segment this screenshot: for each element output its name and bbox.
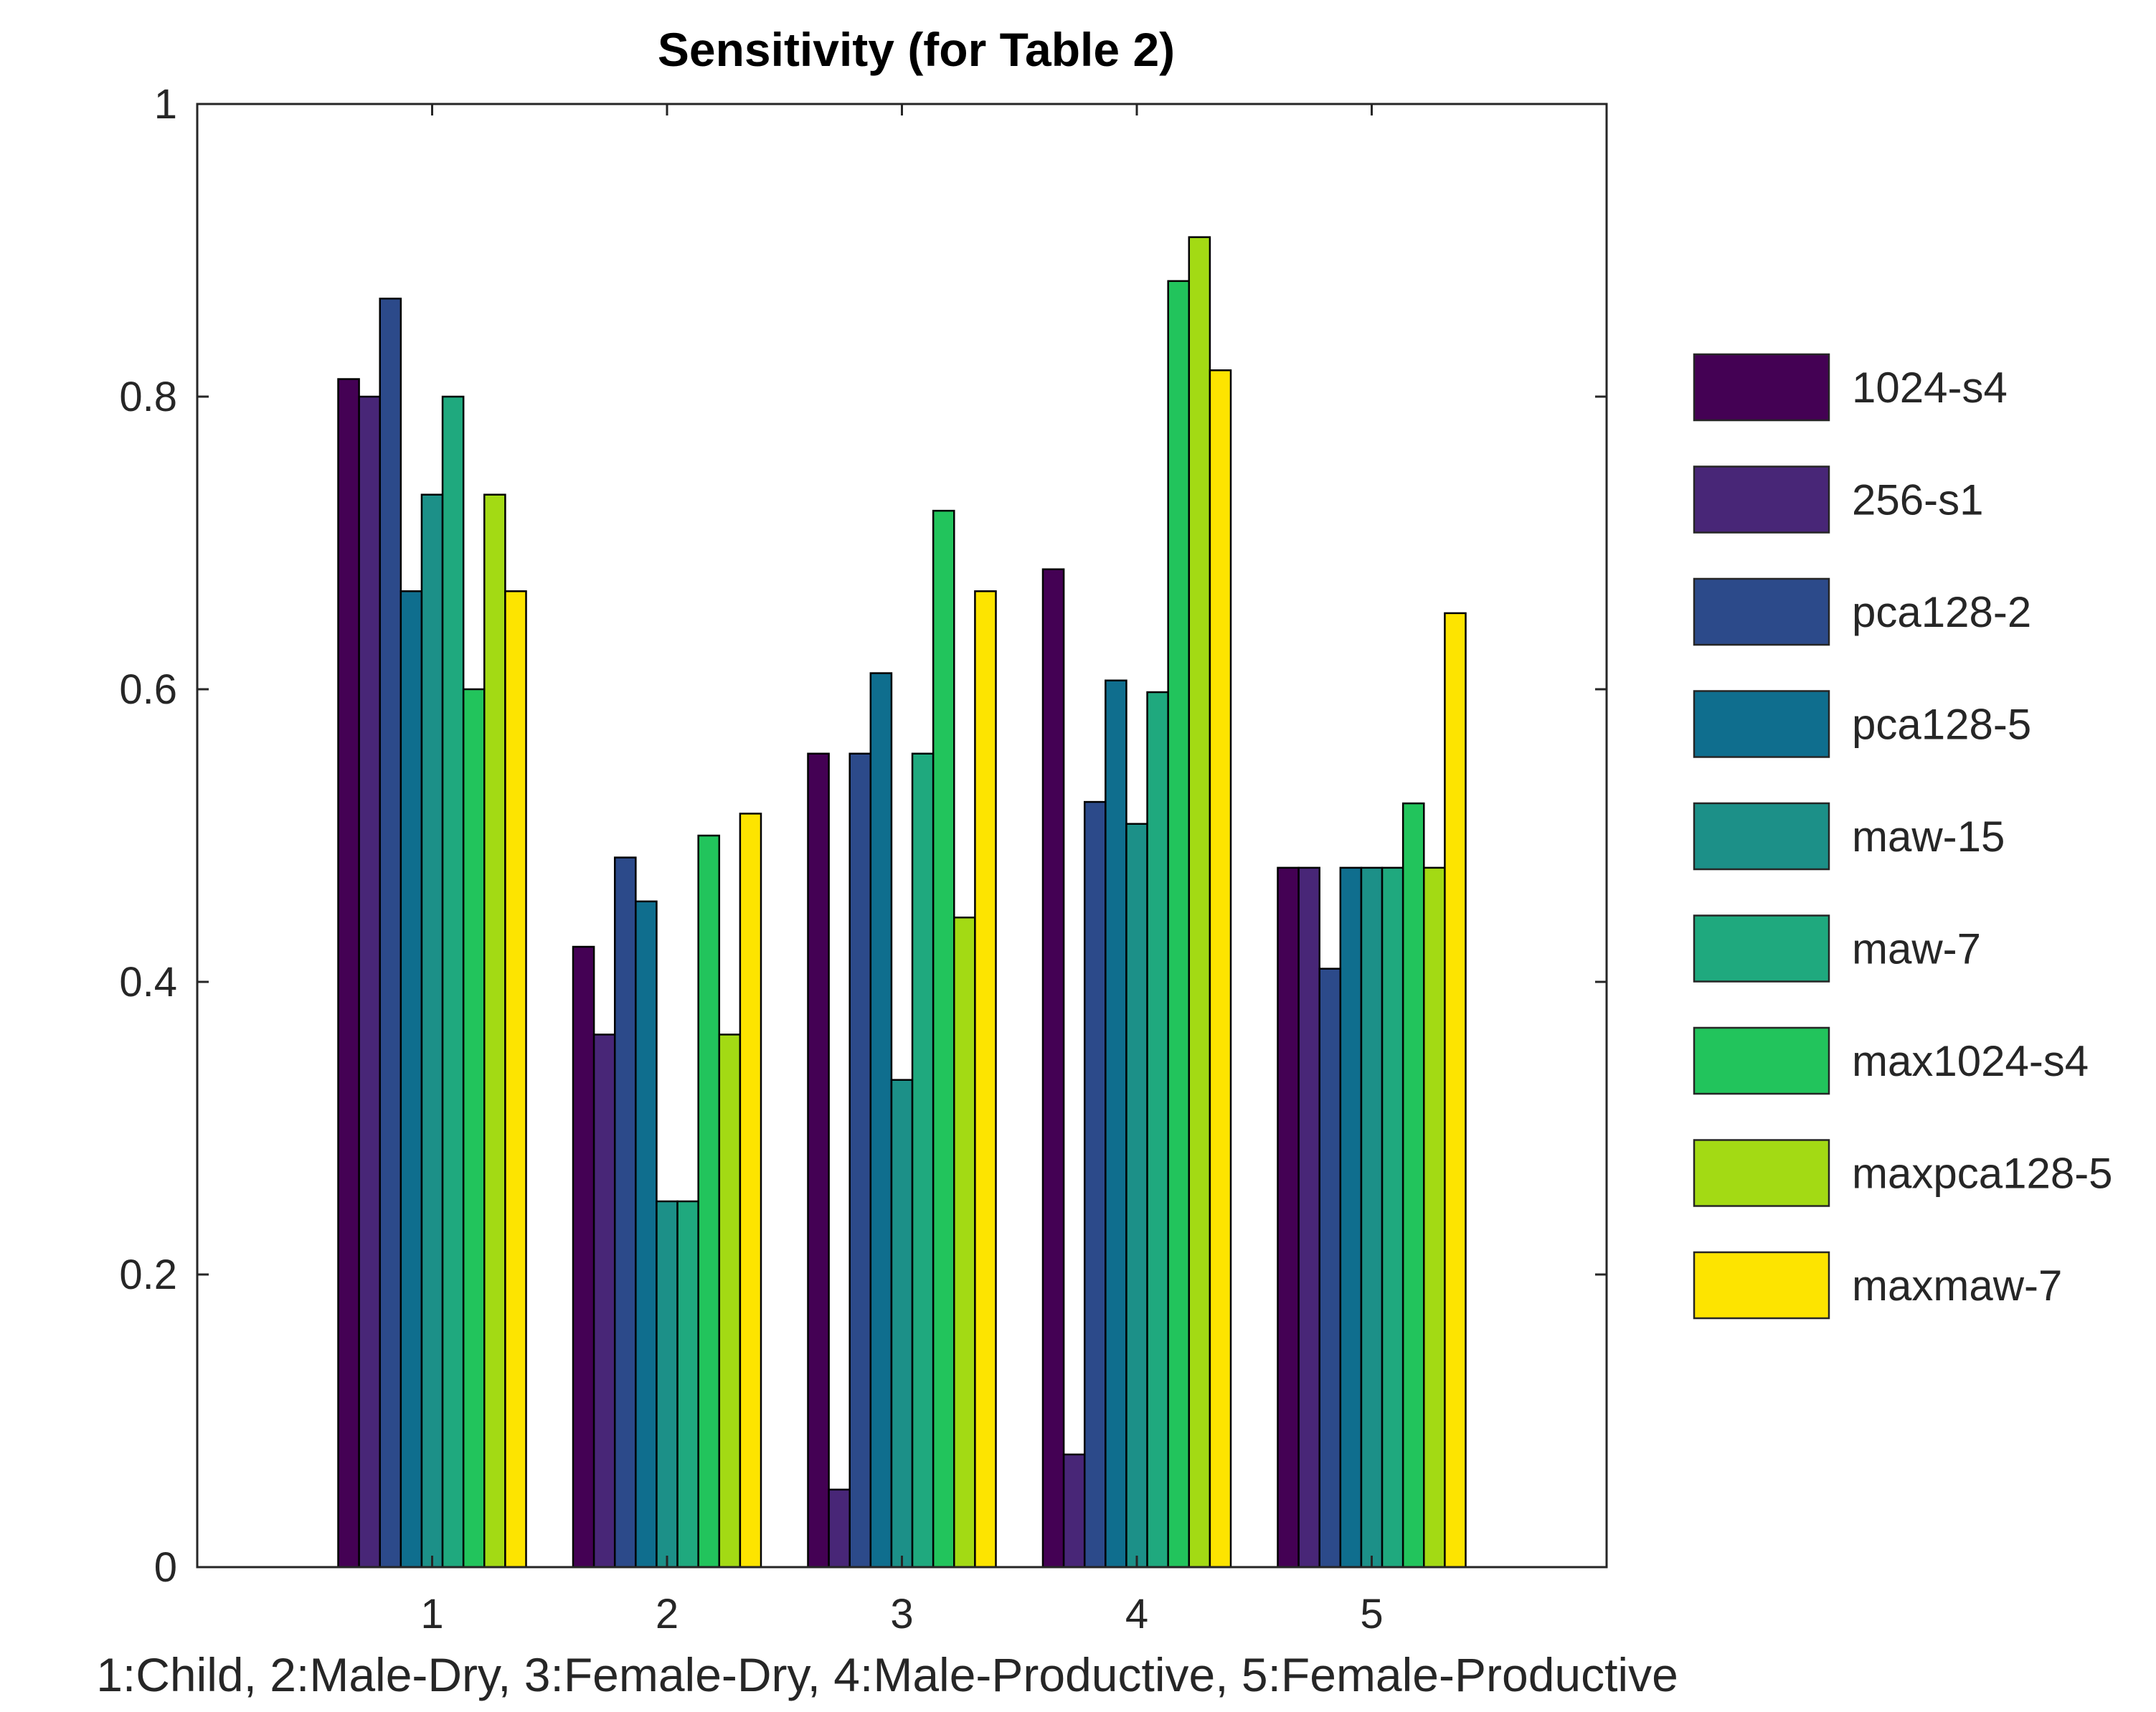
legend-swatch-maxpca128-5: [1693, 1139, 1830, 1207]
bar-pca128-2-cat-3: [848, 752, 872, 1569]
legend-swatch-1024-s4: [1693, 353, 1830, 422]
bar-maxmaw-7-cat-1: [504, 590, 527, 1569]
legend-swatch-maw-15: [1693, 802, 1830, 871]
bar-maw-15-cat-5: [1360, 866, 1384, 1569]
bar-pca128-2-cat-4: [1083, 800, 1107, 1569]
legend-swatch-maxmaw-7: [1693, 1251, 1830, 1320]
bar-maxmaw-7-cat-3: [974, 590, 997, 1569]
bar-max1024-s4-cat-3: [932, 509, 955, 1569]
bar-pca128-2-cat-1: [379, 298, 402, 1569]
x-tick-label: 3: [890, 1591, 913, 1637]
x-axis-label: 1:Child, 2:Male-Dry, 3:Female-Dry, 4:Mal…: [96, 1648, 1678, 1701]
bar-maw-15-cat-1: [420, 493, 444, 1569]
legend-label-1024-s4: 1024-s4: [1852, 364, 2008, 412]
bar-max1024-s4-cat-4: [1167, 280, 1191, 1569]
bar-pca128-2-cat-5: [1318, 968, 1342, 1569]
bar-maxpca128-5-cat-4: [1188, 236, 1211, 1569]
legend-label-maxmaw-7: maxmaw-7: [1852, 1262, 2062, 1310]
bar-maxmaw-7-cat-4: [1209, 369, 1232, 1569]
chart-title: Sensitivity (for Table 2): [658, 23, 1175, 76]
legend-label-256-s1: 256-s1: [1852, 476, 1983, 524]
y-tick-label: 0.4: [119, 959, 177, 1006]
x-tick-label: 2: [656, 1591, 679, 1637]
y-tick-label: 1: [154, 81, 177, 128]
legend-swatch-pca128-5: [1693, 690, 1830, 758]
y-tick-label: 0: [154, 1544, 177, 1591]
bar-maw-15-cat-4: [1125, 823, 1148, 1569]
legend-label-maw-7: maw-7: [1852, 925, 1981, 973]
bar-max1024-s4-cat-1: [462, 688, 486, 1569]
legend: 1024-s4 256-s1 pca128-2 pca128-5 maw-15 maw-7…: [1693, 353, 2113, 1320]
bar-maxpca128-5-cat-1: [483, 493, 506, 1569]
bar-maw-7-cat-2: [676, 1200, 699, 1569]
bar-maxpca128-5-cat-3: [953, 916, 976, 1569]
legend-swatch-max1024-s4: [1693, 1026, 1830, 1095]
x-tick-label: 5: [1360, 1591, 1383, 1637]
bar-maxpca128-5-cat-5: [1423, 866, 1446, 1569]
bar-256-s1-cat-1: [358, 395, 381, 1569]
legend-swatch-maw-7: [1693, 914, 1830, 983]
bar-pca128-2-cat-2: [613, 856, 637, 1569]
x-tick-label: 4: [1125, 1591, 1148, 1637]
bar-maw-7-cat-4: [1146, 691, 1169, 1569]
bar-1024-s4-cat-3: [807, 752, 830, 1569]
y-tick-label: 0.6: [119, 666, 177, 713]
bar-256-s1-cat-4: [1062, 1453, 1086, 1569]
legend-swatch-pca128-2: [1693, 577, 1830, 646]
bar-256-s1-cat-5: [1297, 866, 1320, 1569]
bar-max1024-s4-cat-2: [697, 834, 721, 1569]
bar-maw-15-cat-2: [656, 1200, 679, 1569]
bar-maxmaw-7-cat-2: [739, 813, 762, 1569]
legend-label-max1024-s4: max1024-s4: [1852, 1037, 2089, 1085]
bar-pca128-5-cat-5: [1339, 866, 1363, 1569]
bar-1024-s4-cat-2: [572, 945, 595, 1569]
bar-1024-s4-cat-4: [1041, 568, 1065, 1569]
bar-pca128-5-cat-2: [635, 900, 658, 1569]
bar-256-s1-cat-3: [828, 1488, 851, 1569]
bar-256-s1-cat-2: [592, 1034, 616, 1569]
bar-maw-7-cat-5: [1381, 866, 1404, 1569]
x-tick-label: 1: [420, 1591, 443, 1637]
y-tick-label: 0.2: [119, 1252, 177, 1298]
legend-label-maxpca128-5: maxpca128-5: [1852, 1150, 2113, 1198]
ticks-layer: 0 0.2 0.4 0.6 0.8 1 1 2 3 4 5: [119, 81, 1607, 1637]
bar-max1024-s4-cat-5: [1401, 802, 1425, 1569]
legend-swatch-256-s1: [1693, 465, 1830, 534]
legend-label-pca128-2: pca128-2: [1852, 588, 2031, 636]
bar-maxmaw-7-cat-5: [1444, 612, 1467, 1569]
bar-pca128-5-cat-1: [399, 590, 423, 1569]
plot-frame: [196, 103, 1608, 1569]
y-tick-label: 0.8: [119, 374, 177, 420]
bars-layer: [337, 236, 1467, 1569]
bar-1024-s4-cat-1: [337, 378, 360, 1569]
bar-pca128-5-cat-3: [869, 672, 893, 1569]
bar-maw-7-cat-1: [441, 395, 465, 1569]
bar-maw-15-cat-3: [890, 1079, 914, 1569]
legend-label-maw-15: maw-15: [1852, 813, 2005, 861]
bar-pca128-5-cat-4: [1105, 679, 1127, 1569]
legend-label-pca128-5: pca128-5: [1852, 701, 2031, 749]
bar-maxpca128-5-cat-2: [718, 1034, 742, 1569]
bar-1024-s4-cat-5: [1277, 866, 1300, 1569]
bar-maw-7-cat-3: [911, 752, 935, 1569]
